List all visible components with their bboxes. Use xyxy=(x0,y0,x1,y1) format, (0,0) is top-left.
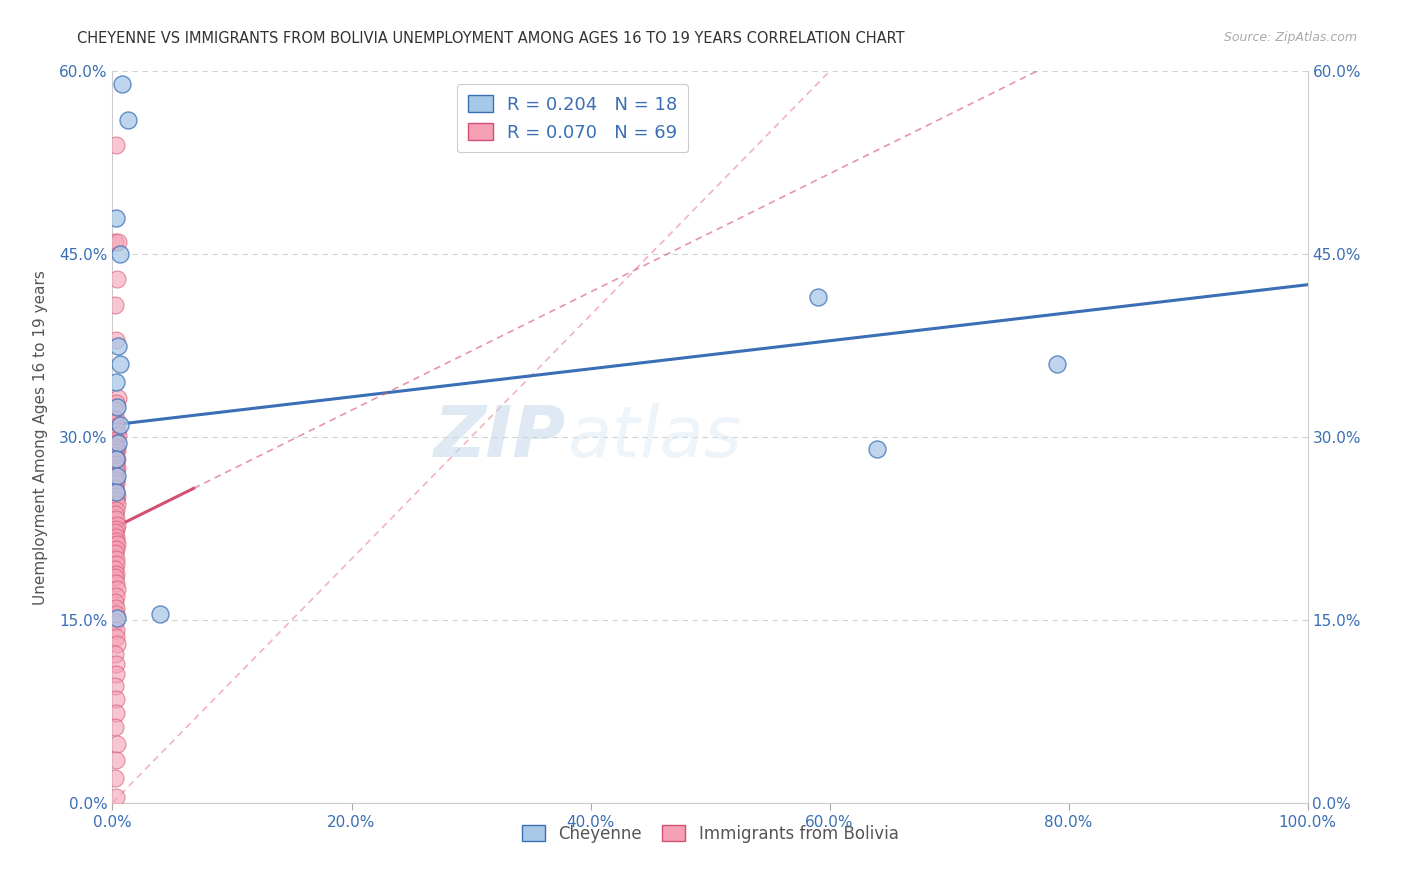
Point xyxy=(117,113,139,128)
Point xyxy=(105,512,128,526)
Point xyxy=(107,427,129,442)
Point xyxy=(105,630,128,644)
Point xyxy=(104,416,127,430)
Point xyxy=(807,290,830,304)
Point xyxy=(105,420,128,434)
Point xyxy=(105,706,128,720)
Point xyxy=(105,271,128,285)
Text: ZIP: ZIP xyxy=(434,402,567,472)
Point xyxy=(104,679,127,693)
Point xyxy=(105,530,128,544)
Point xyxy=(104,562,127,576)
Point xyxy=(104,647,127,661)
Point xyxy=(105,464,128,478)
Point xyxy=(105,412,128,426)
Point xyxy=(104,570,127,584)
Point xyxy=(105,424,128,438)
Point xyxy=(105,666,128,681)
Point xyxy=(105,489,128,503)
Point xyxy=(107,391,129,405)
Point xyxy=(104,403,127,417)
Point xyxy=(105,433,128,447)
Point xyxy=(107,436,129,450)
Point xyxy=(108,417,131,432)
Point xyxy=(104,448,127,462)
Point xyxy=(104,546,127,560)
Point xyxy=(105,582,128,597)
Text: CHEYENNE VS IMMIGRANTS FROM BOLIVIA UNEMPLOYMENT AMONG AGES 16 TO 19 YEARS CORRE: CHEYENNE VS IMMIGRANTS FROM BOLIVIA UNEM… xyxy=(77,31,905,46)
Point xyxy=(104,481,127,495)
Point xyxy=(105,657,128,671)
Point xyxy=(111,77,134,91)
Point xyxy=(105,589,128,603)
Point xyxy=(1046,357,1069,371)
Y-axis label: Unemployment Among Ages 16 to 19 years: Unemployment Among Ages 16 to 19 years xyxy=(32,269,48,605)
Point xyxy=(104,772,127,786)
Point xyxy=(866,442,889,457)
Text: Source: ZipAtlas.com: Source: ZipAtlas.com xyxy=(1223,31,1357,45)
Point xyxy=(104,525,127,540)
Point xyxy=(105,333,128,347)
Point xyxy=(105,503,128,517)
Point xyxy=(105,400,128,414)
Legend: Cheyenne, Immigrants from Bolivia: Cheyenne, Immigrants from Bolivia xyxy=(515,818,905,849)
Point xyxy=(104,298,127,312)
Point xyxy=(105,521,128,535)
Point xyxy=(105,452,128,467)
Point xyxy=(105,457,128,471)
Point xyxy=(104,615,127,630)
Point xyxy=(105,473,128,487)
Point xyxy=(104,594,127,608)
Point xyxy=(105,692,128,706)
Point xyxy=(105,610,128,624)
Point xyxy=(105,517,128,532)
Point xyxy=(105,497,128,511)
Point xyxy=(105,476,128,491)
Point xyxy=(105,137,128,152)
Point xyxy=(105,444,128,458)
Point xyxy=(105,493,128,508)
Point xyxy=(105,542,128,557)
Point xyxy=(105,637,128,651)
Point xyxy=(105,396,128,410)
Point xyxy=(105,375,128,389)
Point xyxy=(107,338,129,352)
Point xyxy=(105,485,128,500)
Point xyxy=(108,247,131,261)
Point xyxy=(105,460,128,475)
Point xyxy=(105,576,128,591)
Point xyxy=(105,452,128,467)
Point xyxy=(105,211,128,225)
Point xyxy=(105,566,128,581)
Point xyxy=(105,442,128,457)
Point xyxy=(105,440,128,454)
Point xyxy=(105,485,128,500)
Point xyxy=(107,235,129,249)
Point xyxy=(104,436,127,450)
Point xyxy=(105,737,128,751)
Point xyxy=(105,753,128,767)
Point xyxy=(105,537,128,551)
Point xyxy=(105,789,128,804)
Point xyxy=(104,469,127,483)
Point xyxy=(105,557,128,571)
Point xyxy=(104,720,127,734)
Point xyxy=(149,607,172,621)
Point xyxy=(105,533,128,548)
Point xyxy=(105,600,128,615)
Point xyxy=(105,607,128,621)
Point xyxy=(104,235,127,249)
Point xyxy=(108,357,131,371)
Point xyxy=(105,623,128,637)
Text: atlas: atlas xyxy=(567,402,741,472)
Point xyxy=(105,552,128,566)
Point xyxy=(105,469,128,483)
Point xyxy=(104,507,127,521)
